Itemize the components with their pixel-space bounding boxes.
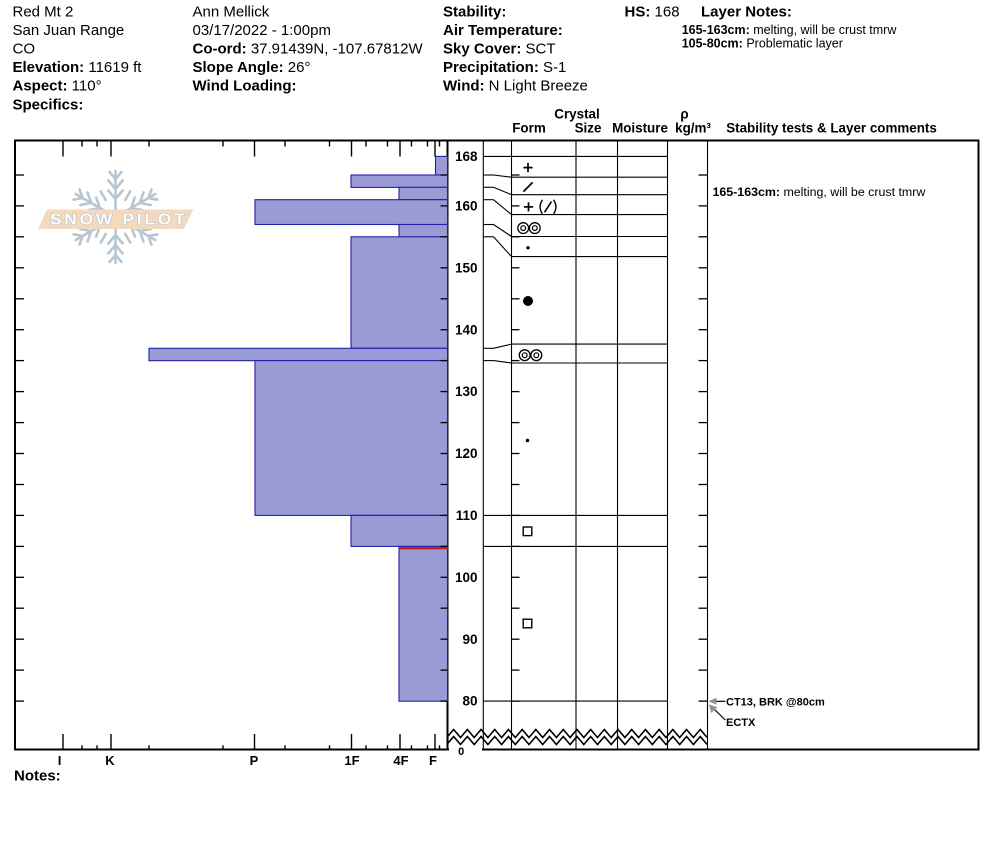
svg-text:CO: CO — [13, 41, 36, 58]
svg-text:K: K — [105, 753, 115, 768]
svg-text:Layer Notes:: Layer Notes: — [701, 3, 792, 20]
svg-text:Form: Form — [512, 121, 546, 136]
svg-text:P: P — [250, 753, 259, 768]
svg-text:Stability:: Stability: — [443, 3, 506, 20]
svg-text:140: 140 — [455, 322, 478, 337]
svg-text:Co-ord: 37.91439N, -107.67812W: Co-ord: 37.91439N, -107.67812W — [193, 41, 424, 58]
svg-text:ECTX: ECTX — [726, 717, 756, 729]
svg-text:0: 0 — [458, 746, 464, 758]
svg-text:SNOW PILOT: SNOW PILOT — [50, 211, 188, 228]
svg-text:Precipitation: S-1: Precipitation: S-1 — [443, 59, 566, 76]
svg-text:80: 80 — [462, 694, 477, 709]
svg-text:San Juan Range: San Juan Range — [13, 22, 125, 39]
svg-text:150: 150 — [455, 260, 478, 275]
svg-text:Moisture: Moisture — [612, 121, 668, 136]
svg-text:105-80cm: Problematic layer: 105-80cm: Problematic layer — [682, 37, 843, 51]
svg-text:4F: 4F — [393, 753, 408, 768]
svg-text:Crystal: Crystal — [554, 107, 599, 122]
svg-text:03/17/2022 - 1:00pm: 03/17/2022 - 1:00pm — [193, 22, 331, 39]
svg-text:HS: 168: HS: 168 — [625, 3, 680, 20]
svg-text:Size: Size — [575, 121, 602, 136]
svg-text:I: I — [58, 753, 62, 768]
svg-text:F: F — [429, 753, 437, 768]
svg-text:160: 160 — [455, 199, 478, 214]
svg-text:120: 120 — [455, 446, 478, 461]
svg-text:Slope Angle: 26°: Slope Angle: 26° — [193, 59, 311, 76]
svg-text:100: 100 — [455, 570, 478, 585]
svg-text:ρ: ρ — [680, 107, 688, 122]
svg-text:Wind Loading:: Wind Loading: — [193, 78, 297, 95]
svg-text:165-163cm: melting, will be c: 165-163cm: melting, will be crust tmrw — [682, 23, 898, 37]
svg-text:130: 130 — [455, 384, 478, 399]
svg-text:Air Temperature:: Air Temperature: — [443, 22, 563, 39]
svg-text:Stability tests & Layer commen: Stability tests & Layer comments — [726, 121, 937, 136]
svg-text:Notes:: Notes: — [14, 768, 61, 785]
svg-text:Ann Mellick: Ann Mellick — [193, 3, 270, 20]
svg-text:168: 168 — [455, 149, 478, 164]
svg-text:Wind: N Light Breeze: Wind: N Light Breeze — [443, 78, 588, 95]
svg-text:kg/m³: kg/m³ — [675, 121, 711, 136]
svg-text:90: 90 — [462, 632, 477, 647]
svg-text:110: 110 — [456, 508, 478, 523]
svg-text:165-163cm: melting, will be c: 165-163cm: melting, will be crust tmrw — [713, 185, 926, 199]
svg-text:1F: 1F — [344, 753, 359, 768]
svg-text:Red Mt 2: Red Mt 2 — [13, 3, 74, 20]
svg-text:Elevation: 11619 ft: Elevation: 11619 ft — [13, 59, 143, 76]
svg-text:Aspect: 110°: Aspect: 110° — [13, 78, 102, 95]
svg-text:CT13, BRK @80cm: CT13, BRK @80cm — [726, 697, 825, 709]
svg-text:Sky Cover: SCT: Sky Cover: SCT — [443, 41, 556, 58]
svg-text:Specifics:: Specifics: — [13, 96, 84, 113]
